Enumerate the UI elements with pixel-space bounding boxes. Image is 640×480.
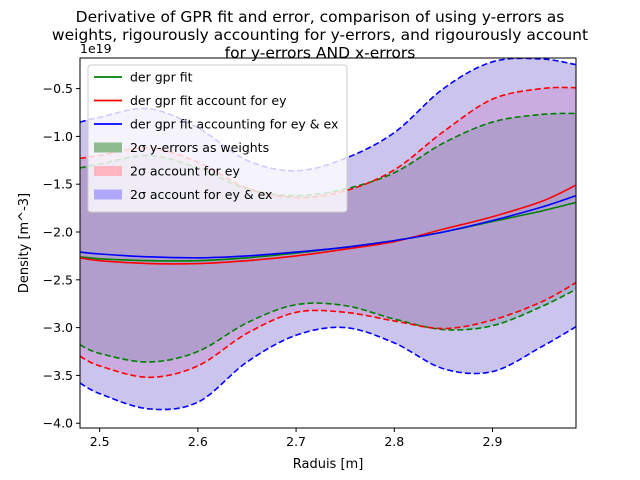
x-tick-label: 2.9 xyxy=(483,434,503,449)
legend-label: der gpr fit accounting for ey & ex xyxy=(130,117,338,132)
y-axis-label: Density [m^-3] xyxy=(17,193,32,293)
legend-label: 2σ account for ey & ex xyxy=(130,187,272,202)
error-bands xyxy=(80,58,576,410)
y-tick-label: −4.0 xyxy=(43,416,73,431)
legend-swatch-patch xyxy=(94,142,122,153)
error-band-2 xyxy=(80,87,576,378)
chart-title-line-2: weights, rigourously accounting for y-er… xyxy=(52,26,588,44)
series-3-lower-bound xyxy=(80,325,576,411)
x-tick-label: 2.6 xyxy=(188,434,208,449)
legend-label: der gpr fit account for ey xyxy=(130,93,287,108)
y-tick-label: −2.0 xyxy=(43,225,73,240)
plot-area-frame xyxy=(79,57,577,429)
series-1-lower-bound xyxy=(80,288,576,363)
legend: der gpr fit der gpr fit account for ey der… xyxy=(87,64,348,213)
y-tick-label: −0.5 xyxy=(43,81,73,96)
y-axis-ticks: −4.0 −3.5 −3.0 −2.5 −2.0 −1.5 −1.0 −0.5 xyxy=(43,81,80,431)
y-axis-offset-label: 1e19 xyxy=(80,41,112,56)
legend-swatch-patch xyxy=(94,166,122,176)
chart-title-line-1: Derivative of GPR fit and error, compari… xyxy=(76,8,565,26)
x-axis-label: Raduis [m] xyxy=(293,457,364,472)
legend-swatch-patch xyxy=(94,189,122,200)
y-tick-label: −3.0 xyxy=(43,320,73,335)
legend-box xyxy=(87,64,348,213)
y-tick-label: −2.5 xyxy=(43,272,73,287)
series-2-line xyxy=(80,184,576,265)
y-tick-label: −1.0 xyxy=(43,129,73,144)
y-tick-label: −1.5 xyxy=(43,177,73,192)
legend-label: der gpr fit xyxy=(130,70,193,85)
series-2-lower-bound xyxy=(80,281,576,379)
series-3-line xyxy=(80,194,576,259)
legend-label: 2σ y-errors as weights xyxy=(130,140,269,155)
x-axis-ticks: 2.5 2.6 2.7 2.8 2.9 xyxy=(90,428,503,449)
chart-title: Derivative of GPR fit and error, compari… xyxy=(52,8,588,62)
x-tick-label: 2.8 xyxy=(384,434,404,449)
x-tick-label: 2.5 xyxy=(90,434,110,449)
y-tick-label: −3.5 xyxy=(43,368,73,383)
chart-title-line-3: for y-errors AND x-errors xyxy=(225,44,416,62)
legend-label: 2σ account for ey xyxy=(130,164,240,179)
x-tick-label: 2.7 xyxy=(286,434,306,449)
